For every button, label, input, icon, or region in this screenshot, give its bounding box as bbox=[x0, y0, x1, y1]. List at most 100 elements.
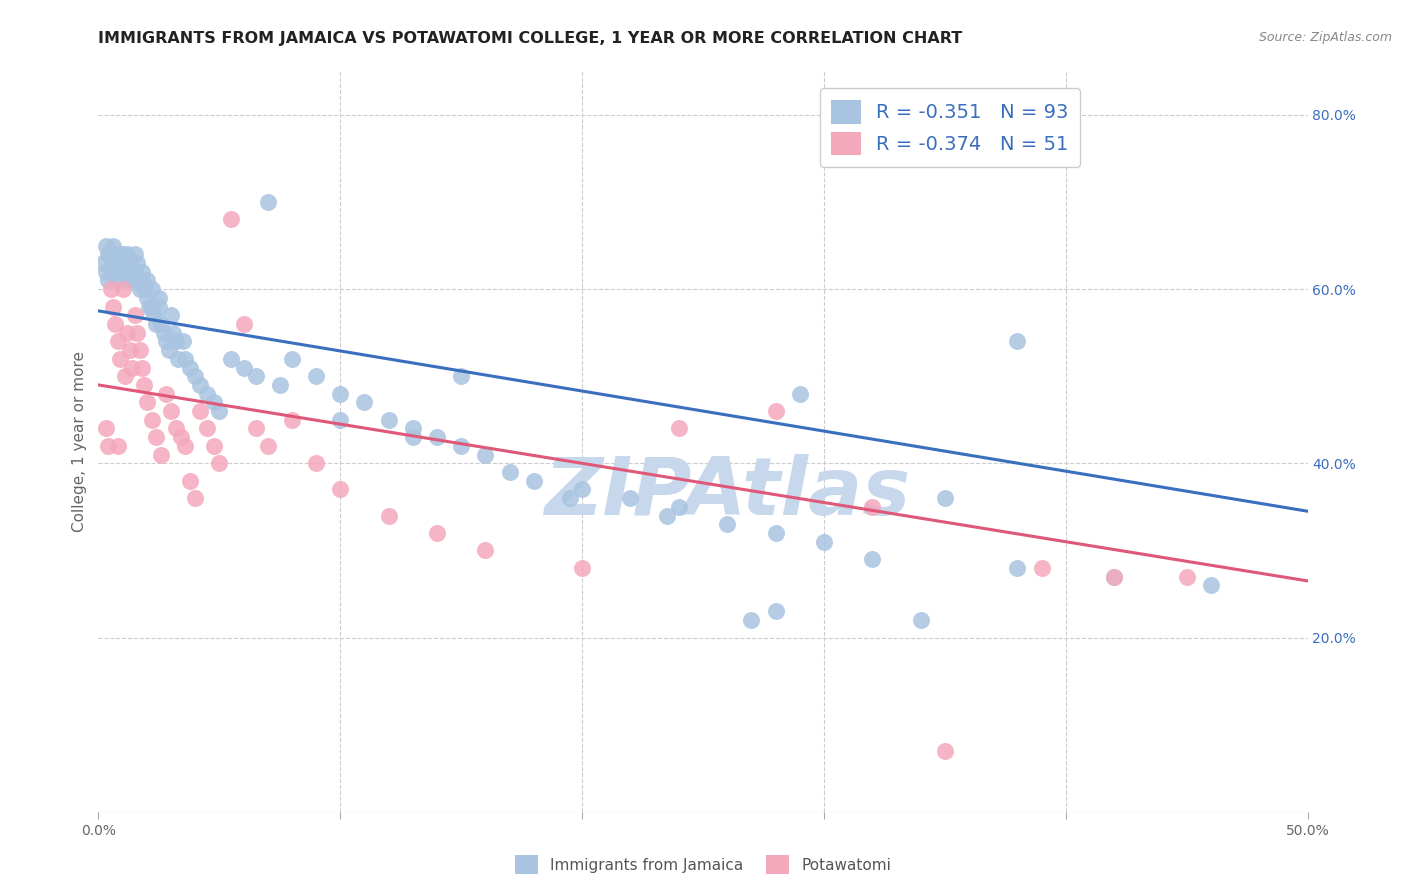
Text: Source: ZipAtlas.com: Source: ZipAtlas.com bbox=[1258, 31, 1392, 45]
Point bbox=[155, 334, 177, 349]
Point bbox=[426, 526, 449, 541]
Point bbox=[148, 300, 170, 314]
Point bbox=[179, 360, 201, 375]
Point bbox=[111, 256, 134, 270]
Point bbox=[124, 308, 146, 322]
Point bbox=[668, 500, 690, 514]
Point bbox=[668, 421, 690, 435]
Y-axis label: College, 1 year or more: College, 1 year or more bbox=[72, 351, 87, 532]
Point bbox=[127, 273, 149, 287]
Point bbox=[138, 300, 160, 314]
Point bbox=[124, 265, 146, 279]
Point bbox=[174, 351, 197, 366]
Point bbox=[104, 317, 127, 331]
Point bbox=[256, 439, 278, 453]
Point bbox=[195, 386, 218, 401]
Point bbox=[571, 483, 593, 497]
Point bbox=[740, 613, 762, 627]
Point bbox=[94, 421, 117, 435]
Point bbox=[135, 395, 157, 409]
Point bbox=[208, 404, 231, 418]
Point bbox=[377, 413, 399, 427]
Legend: Immigrants from Jamaica, Potawatomi: Immigrants from Jamaica, Potawatomi bbox=[509, 849, 897, 880]
Point bbox=[97, 273, 120, 287]
Point bbox=[1007, 334, 1029, 349]
Point bbox=[402, 430, 425, 444]
Point bbox=[94, 238, 117, 252]
Point bbox=[100, 282, 122, 296]
Point bbox=[353, 395, 375, 409]
Point bbox=[716, 517, 738, 532]
Point bbox=[111, 282, 134, 296]
Point bbox=[1175, 569, 1198, 583]
Point bbox=[128, 282, 150, 296]
Point bbox=[117, 326, 139, 340]
Point bbox=[329, 386, 352, 401]
Point bbox=[232, 317, 254, 331]
Point bbox=[204, 395, 226, 409]
Point bbox=[107, 334, 129, 349]
Point bbox=[571, 561, 593, 575]
Point bbox=[450, 439, 472, 453]
Point bbox=[101, 238, 124, 252]
Point bbox=[108, 351, 131, 366]
Point bbox=[104, 265, 127, 279]
Point bbox=[121, 360, 143, 375]
Point bbox=[124, 247, 146, 261]
Point bbox=[131, 273, 153, 287]
Point bbox=[188, 378, 211, 392]
Point bbox=[121, 273, 143, 287]
Point bbox=[172, 334, 194, 349]
Point bbox=[108, 265, 131, 279]
Point bbox=[655, 508, 678, 523]
Point bbox=[256, 194, 278, 209]
Point bbox=[245, 369, 267, 384]
Point bbox=[1031, 561, 1053, 575]
Point bbox=[114, 369, 136, 384]
Point bbox=[245, 421, 267, 435]
Point bbox=[765, 604, 787, 618]
Point bbox=[107, 439, 129, 453]
Point bbox=[131, 360, 153, 375]
Point bbox=[474, 543, 496, 558]
Point bbox=[305, 369, 328, 384]
Point bbox=[111, 247, 134, 261]
Point bbox=[107, 247, 129, 261]
Point bbox=[145, 430, 167, 444]
Point bbox=[195, 421, 218, 435]
Point bbox=[127, 256, 149, 270]
Point bbox=[100, 247, 122, 261]
Point bbox=[474, 448, 496, 462]
Point bbox=[97, 439, 120, 453]
Point bbox=[860, 552, 883, 566]
Point bbox=[167, 351, 190, 366]
Point bbox=[117, 247, 139, 261]
Point bbox=[281, 351, 304, 366]
Point bbox=[134, 282, 156, 296]
Point bbox=[97, 247, 120, 261]
Point bbox=[150, 448, 173, 462]
Point bbox=[1102, 569, 1125, 583]
Point bbox=[765, 526, 787, 541]
Point bbox=[157, 343, 180, 357]
Text: IMMIGRANTS FROM JAMAICA VS POTAWATOMI COLLEGE, 1 YEAR OR MORE CORRELATION CHART: IMMIGRANTS FROM JAMAICA VS POTAWATOMI CO… bbox=[98, 31, 963, 46]
Point bbox=[135, 291, 157, 305]
Point bbox=[128, 343, 150, 357]
Point bbox=[281, 413, 304, 427]
Point bbox=[134, 378, 156, 392]
Text: ZIPAtlas: ZIPAtlas bbox=[544, 454, 910, 533]
Point bbox=[179, 474, 201, 488]
Point bbox=[789, 386, 811, 401]
Point bbox=[558, 491, 581, 505]
Point bbox=[619, 491, 641, 505]
Point bbox=[141, 282, 163, 296]
Point bbox=[165, 334, 187, 349]
Point bbox=[910, 613, 932, 627]
Point bbox=[765, 404, 787, 418]
Point bbox=[143, 308, 166, 322]
Point bbox=[208, 456, 231, 470]
Point bbox=[114, 265, 136, 279]
Point bbox=[813, 534, 835, 549]
Point bbox=[101, 256, 124, 270]
Point bbox=[174, 439, 197, 453]
